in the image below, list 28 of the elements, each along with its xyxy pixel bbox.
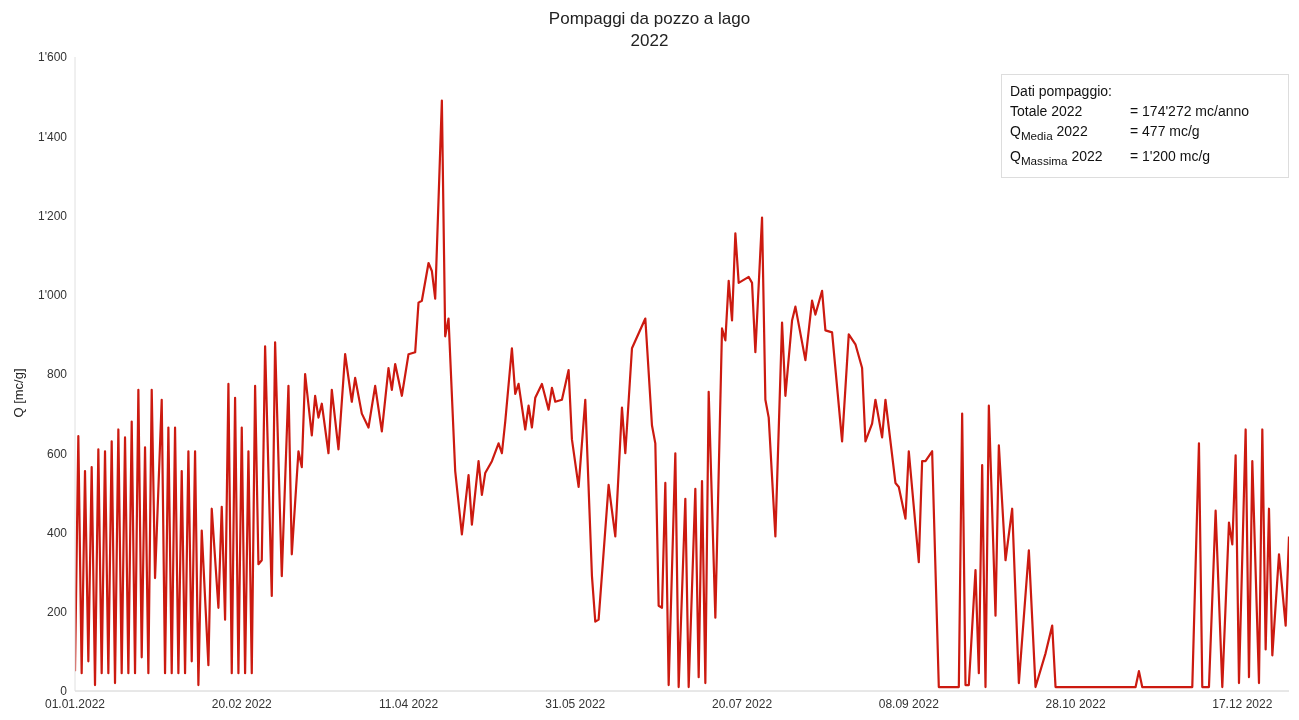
annotation: = 174'272 mc/anno	[1130, 102, 1250, 121]
annotation: = 477 mc/g	[1130, 122, 1200, 141]
y-tick-label: 1'400	[38, 129, 68, 144]
text: Q$_{Media}$ 2022	[1010, 123, 1088, 142]
annotation: = 1'200 mc/g	[1130, 146, 1211, 166]
y-tick-label: 1'000	[38, 288, 68, 303]
annotation: Q$_{Massima}$ 2022	[1010, 146, 1104, 169]
x-tick-label: 28.10 2022	[1045, 696, 1106, 711]
y-tick-label: 800	[46, 367, 68, 382]
x-tick-label: 31.05 2022	[545, 696, 606, 711]
x-tick-label: 17.12 2022	[1212, 696, 1273, 711]
x-tick-label: 11.04 2022	[378, 696, 439, 711]
y-tick-label: 1'600	[38, 50, 68, 65]
y-tick-label: 400	[46, 525, 68, 540]
y-axis-title: Q [mc/g]	[10, 368, 26, 418]
y-tick-label: 600	[46, 446, 68, 461]
text: 2022	[630, 31, 669, 50]
x-tick-label: 20.07 2022	[712, 696, 773, 711]
y-tick-label: 200	[46, 605, 68, 620]
x-tick-label: 20.02 2022	[211, 696, 273, 711]
line-series	[75, 99, 1289, 689]
annotation: Totale 2022	[1010, 102, 1084, 121]
y-tick-label: 1'200	[38, 208, 68, 223]
y-tick-label: 0	[60, 684, 68, 699]
x-tick-label: 01.01.2022	[44, 696, 106, 711]
x-tick-label: 08.09 2022	[878, 696, 940, 711]
chart-title: Pompaggi da pozzo a lago	[547, 8, 752, 30]
annotation: Dati pompaggio:	[1010, 82, 1113, 101]
